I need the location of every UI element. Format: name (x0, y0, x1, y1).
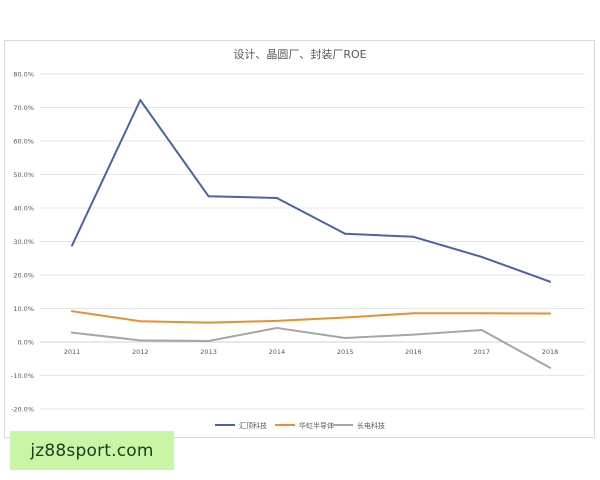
series-line-1 (71, 99, 551, 283)
data-point (480, 312, 483, 315)
x-axis-ticks: 2011 2012 2013 2014 2015 2016 2017 2018 (64, 348, 559, 356)
y-tick-label: 30.0% (13, 238, 34, 246)
data-point (139, 99, 142, 102)
y-tick-label: 10.0% (13, 305, 34, 313)
y-tick-label: 60.0% (13, 138, 34, 146)
watermark-badge: jz88sport.com (10, 431, 174, 470)
data-point (275, 319, 278, 322)
data-point (71, 244, 73, 247)
data-point (71, 331, 73, 334)
series-lines (71, 99, 551, 369)
chart-title: 设计、晶圆厂、封装厂ROE (233, 47, 366, 61)
x-tick-label: 2017 (473, 348, 490, 356)
series-line-3 (71, 326, 551, 369)
legend-label: 华虹半导体 (299, 421, 334, 430)
data-point (207, 339, 210, 342)
y-tick-label: 70.0% (13, 104, 34, 112)
legend-label: 长电科技 (357, 421, 385, 430)
x-tick-label: 2016 (405, 348, 422, 356)
data-point (207, 321, 210, 324)
y-tick-label: -10.0% (11, 372, 34, 380)
y-tick-label: 40.0% (13, 205, 34, 213)
data-point (549, 280, 551, 283)
gridlines (40, 73, 585, 410)
data-point (549, 366, 551, 369)
x-tick-label: 2012 (132, 348, 149, 356)
data-point (344, 316, 347, 319)
legend: 汇顶科技 华虹半导体 长电科技 (215, 421, 385, 430)
y-tick-label: 50.0% (13, 171, 34, 179)
data-point (275, 326, 278, 329)
data-point (139, 339, 142, 342)
data-point (549, 312, 551, 315)
data-point (412, 312, 415, 315)
legend-label: 汇顶科技 (239, 421, 267, 430)
x-tick-label: 2018 (542, 348, 559, 356)
x-tick-label: 2011 (64, 348, 81, 356)
y-tick-label: 20.0% (13, 272, 34, 280)
y-tick-label: -20.0% (11, 406, 34, 414)
chart-frame (4, 40, 595, 438)
x-tick-label: 2015 (337, 348, 354, 356)
data-point (412, 235, 415, 238)
data-point (275, 196, 278, 199)
data-point (344, 232, 347, 235)
data-point (139, 320, 142, 323)
x-tick-label: 2013 (200, 348, 217, 356)
y-tick-label: 0.0% (17, 339, 34, 347)
data-point (207, 195, 210, 198)
data-point (480, 255, 483, 258)
y-axis-ticks: 80.0% 70.0% 60.0% 50.0% 40.0% 30.0% 20.0% 10.0%… (11, 71, 34, 414)
series-line-2 (71, 310, 551, 324)
y-tick-label: 80.0% (13, 71, 34, 79)
watermark-text: jz88sport.com (30, 440, 154, 461)
x-tick-label: 2014 (269, 348, 286, 356)
data-point (480, 328, 483, 331)
data-point (344, 336, 347, 339)
data-point (71, 310, 73, 313)
data-point (412, 333, 415, 336)
